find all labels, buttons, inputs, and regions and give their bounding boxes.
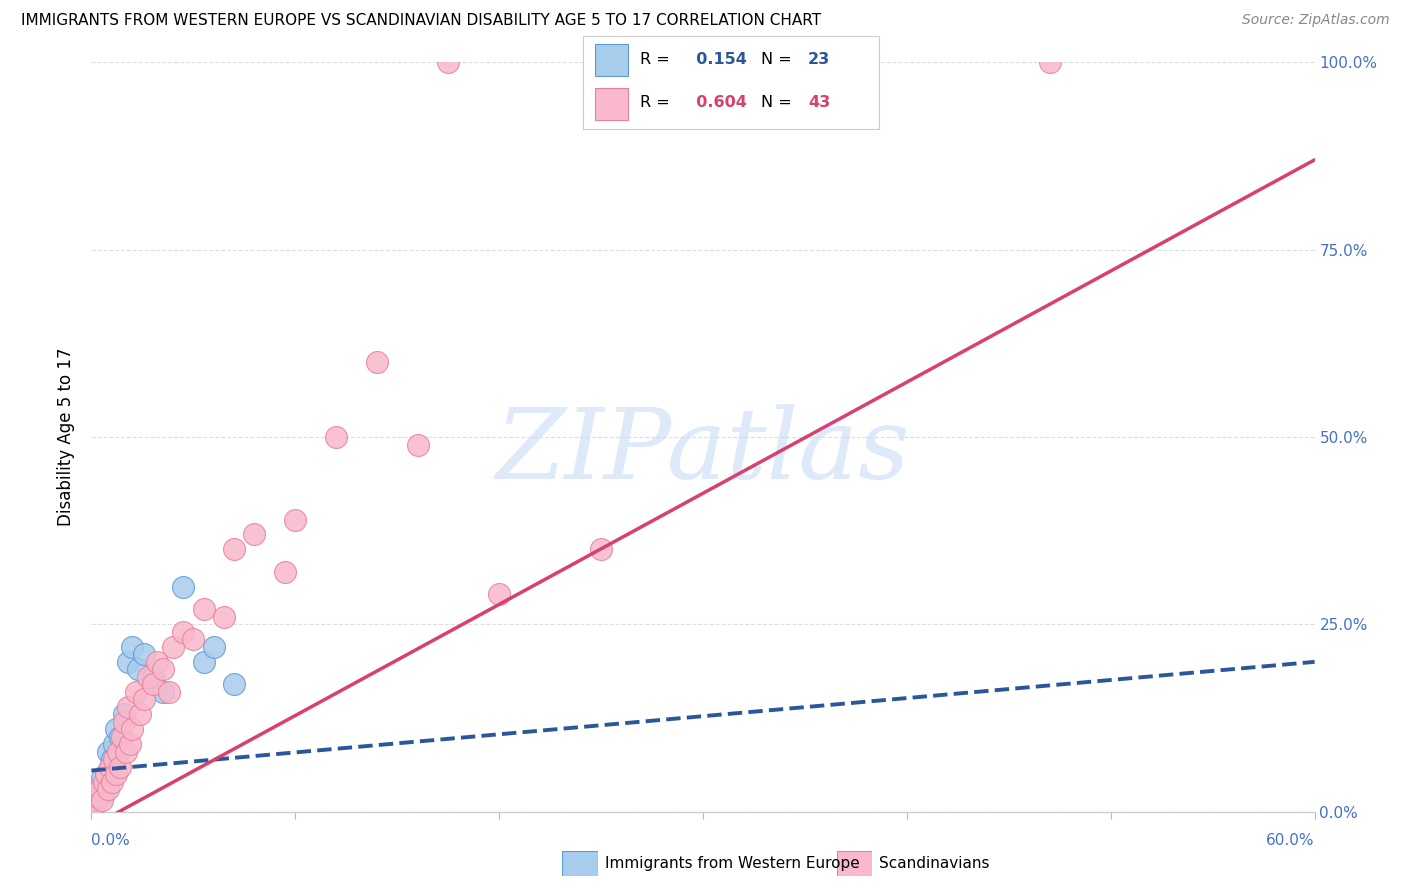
Point [111,730,134,744]
Point [115,745,138,759]
Point [134,648,156,662]
Point [274,565,297,579]
Point [84,793,107,807]
Point [94,767,117,781]
Point [89,782,111,797]
Text: 43: 43 [808,95,830,110]
Point [103,752,125,766]
Point [141,677,163,691]
Point [162,640,184,654]
Point [101,774,124,789]
Point [325,430,347,444]
Point [104,767,127,781]
Y-axis label: Disability Age 5 to 17: Disability Age 5 to 17 [58,348,76,526]
Text: 0.154: 0.154 [685,52,747,67]
Point [101,752,124,766]
Point [90,771,112,785]
Point [84,797,107,812]
Point [112,714,135,729]
Point [152,662,174,676]
Point [125,685,148,699]
Point [1039,55,1062,70]
Point [97,745,120,759]
Text: 0.604: 0.604 [685,95,747,110]
Point [108,730,131,744]
Point [193,655,215,669]
Point [183,632,205,647]
Point [120,737,142,751]
Point [284,512,307,526]
Text: Immigrants from Western Europe: Immigrants from Western Europe [605,856,859,871]
Point [97,782,120,797]
FancyBboxPatch shape [583,36,879,129]
Point [117,655,139,669]
Point [157,685,180,699]
Point [172,580,194,594]
Text: 0.0%: 0.0% [91,833,131,847]
Text: 60.0%: 60.0% [1267,833,1315,847]
Point [90,793,112,807]
Point [172,624,194,639]
Text: Scandinavians: Scandinavians [879,856,990,871]
Point [366,355,388,369]
Point [138,670,160,684]
Point [94,767,117,781]
Point [193,602,215,616]
Point [202,640,225,654]
Point [112,707,135,722]
Point [222,542,246,557]
Point [104,723,127,737]
Text: ZIPatlas: ZIPatlas [496,404,910,500]
Bar [595,88,627,120]
Point [93,786,115,800]
Point [152,685,174,699]
Point [406,437,429,451]
Point [243,527,266,541]
Point [107,745,129,759]
Point [98,760,121,774]
Point [212,610,235,624]
Text: N =: N = [761,95,797,110]
Bar [595,44,627,76]
Point [93,774,115,789]
Point [86,789,108,804]
Point [437,55,460,70]
Point [117,699,139,714]
Point [86,789,108,804]
Point [222,677,246,691]
Point [121,723,143,737]
Text: R =: R = [640,52,675,67]
Point [488,587,510,601]
Point [129,707,152,722]
Text: R =: R = [640,95,675,110]
Text: N =: N = [761,52,797,67]
Point [108,760,131,774]
Point [127,662,149,676]
Point [89,782,111,797]
Point [121,640,143,654]
Point [591,542,613,557]
Point [103,737,125,751]
Point [141,670,163,684]
Point [98,760,121,774]
Text: Source: ZipAtlas.com: Source: ZipAtlas.com [1241,13,1389,28]
Point [134,692,156,706]
Text: 23: 23 [808,52,830,67]
Point [145,655,167,669]
Text: IMMIGRANTS FROM WESTERN EUROPE VS SCANDINAVIAN DISABILITY AGE 5 TO 17 CORRELATIO: IMMIGRANTS FROM WESTERN EUROPE VS SCANDI… [21,13,821,29]
